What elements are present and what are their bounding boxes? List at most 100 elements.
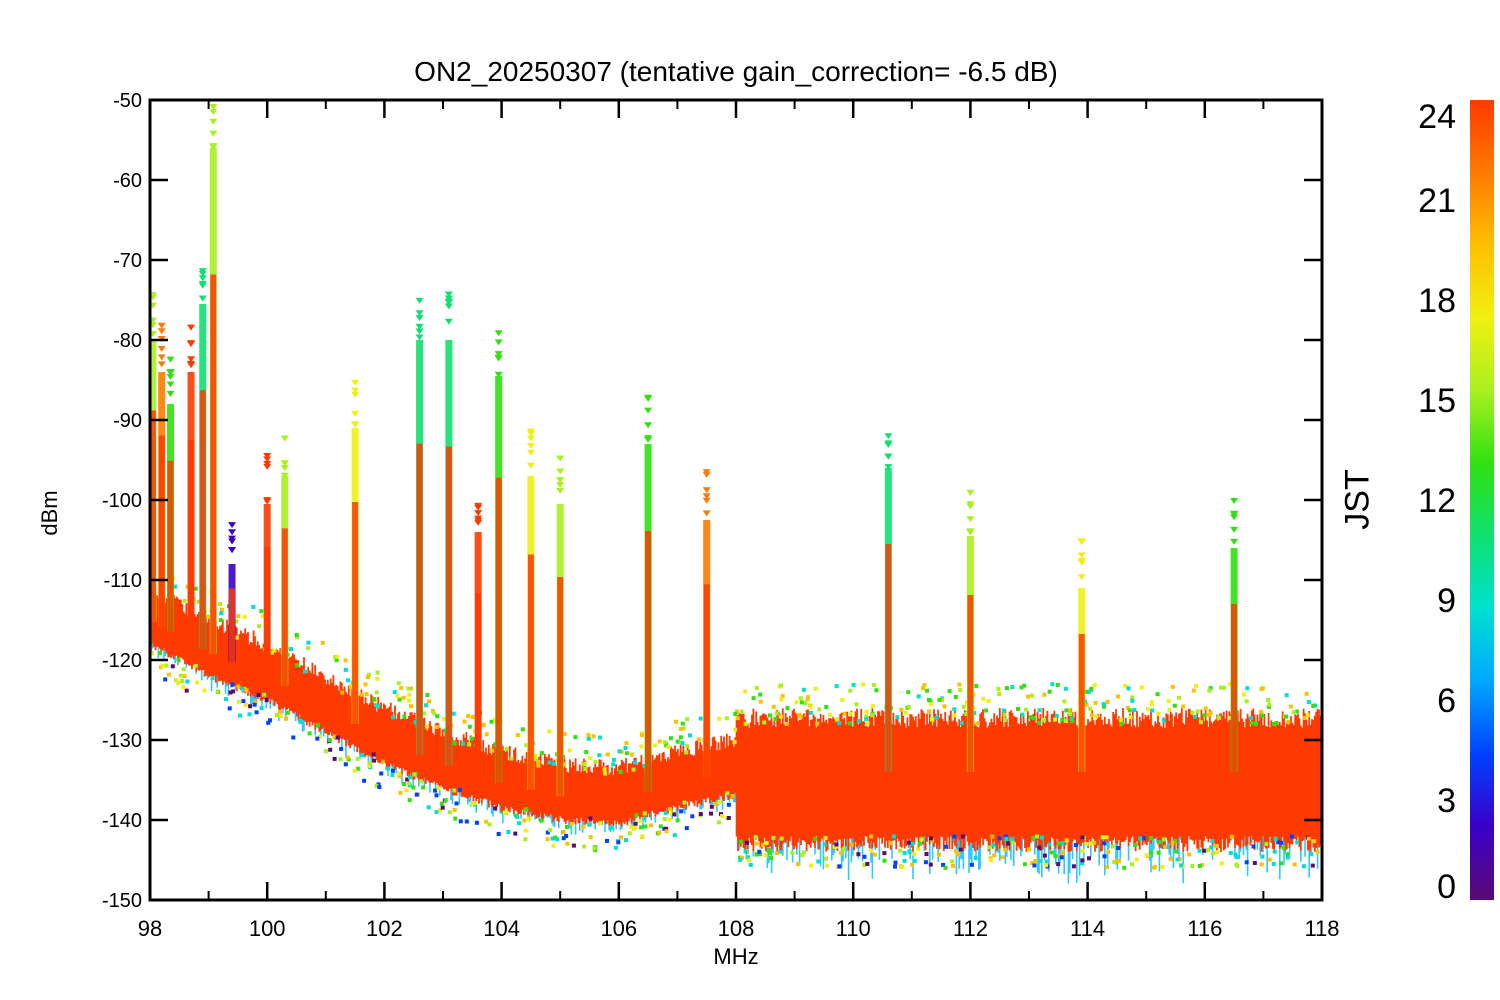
scatter-point: [264, 698, 269, 702]
scatter-point: [597, 753, 602, 758]
x-tick-label: 104: [483, 916, 520, 941]
scatter-point: [865, 861, 870, 866]
scatter-point: [545, 830, 550, 835]
scatter-point: [1305, 713, 1310, 718]
scatter-point: [824, 856, 828, 861]
scatter-point: [1149, 850, 1154, 855]
scatter-point: [462, 719, 467, 724]
scatter-point: [958, 847, 963, 852]
scatter-point: [391, 715, 396, 720]
scatter-point: [633, 821, 638, 826]
scatter-point: [364, 692, 369, 697]
scatter-point: [827, 712, 832, 717]
scatter-point: [687, 733, 692, 738]
scatter-point: [373, 703, 378, 708]
scatter-point: [1050, 682, 1055, 687]
scatter-point: [489, 719, 494, 724]
signal-marker: [494, 371, 503, 378]
scatter-point: [573, 735, 578, 740]
scatter-point: [1126, 706, 1130, 710]
scatter-point: [1001, 708, 1006, 713]
scatter-point: [1003, 718, 1007, 722]
scatter-point: [1233, 852, 1238, 857]
scatter-point: [407, 698, 412, 703]
scatter-point: [399, 685, 404, 690]
scatter-point: [898, 848, 903, 853]
scatter-point: [1088, 706, 1093, 711]
scatter-point: [822, 842, 827, 847]
scatter-point: [372, 758, 376, 763]
scatter-point: [629, 752, 634, 757]
scatter-point: [294, 633, 299, 637]
scatter-point: [605, 752, 610, 757]
scatter-point: [278, 714, 283, 718]
scatter-point: [767, 848, 772, 853]
scatter-point: [957, 682, 962, 687]
scatter-point: [1172, 703, 1177, 708]
scatter-point: [454, 801, 459, 806]
scatter-point: [1080, 858, 1085, 863]
scatter-point: [1150, 708, 1155, 713]
scatter-point: [1105, 865, 1109, 870]
scatter-point: [182, 598, 187, 603]
scatter-point: [202, 688, 207, 693]
scatter-point: [377, 785, 382, 789]
scatter-point: [174, 678, 179, 683]
signal-marker: [884, 453, 893, 460]
signal-marker: [351, 410, 360, 417]
scatter-point: [262, 692, 267, 697]
scatter-point: [218, 601, 223, 606]
scatter-point: [709, 811, 713, 816]
scatter-point: [923, 860, 928, 865]
scatter-point: [743, 849, 748, 854]
scatter-point: [919, 837, 924, 842]
signal-marker: [444, 291, 453, 298]
scatter-point: [166, 672, 171, 677]
scatter-point: [241, 699, 246, 704]
scatter-point: [582, 844, 587, 849]
scatter-point: [1130, 695, 1135, 700]
signal-core: [281, 528, 288, 686]
scatter-point: [1286, 719, 1291, 724]
scatter-point: [359, 692, 364, 697]
scatter-point: [335, 735, 340, 740]
scatter-point: [1208, 711, 1213, 716]
scatter-point: [1130, 698, 1135, 703]
scatter-point: [1198, 720, 1203, 725]
scatter-point: [952, 713, 957, 718]
scatter-point: [748, 862, 753, 867]
scatter-point: [433, 788, 438, 793]
scatter-point: [493, 806, 498, 811]
scatter-point: [974, 684, 979, 689]
scatter-point: [502, 810, 507, 815]
scatter-point: [419, 779, 424, 784]
scatter-point: [1306, 700, 1311, 705]
scatter-point: [436, 786, 441, 791]
scatter-point: [335, 654, 340, 659]
scatter-point: [562, 732, 567, 736]
scatter-point: [902, 851, 907, 855]
scatter-point: [767, 851, 772, 856]
signal-core: [885, 544, 892, 772]
scatter-point: [427, 699, 432, 704]
scatter-point: [784, 722, 789, 726]
scatter-point: [1292, 862, 1297, 867]
signal-marker: [702, 497, 711, 504]
scatter-point: [1116, 846, 1121, 850]
scatter-point: [1086, 689, 1091, 694]
scatter-point: [1127, 708, 1132, 713]
scatter-point: [328, 747, 333, 752]
scatter-point: [664, 742, 669, 747]
scatter-point: [624, 751, 629, 756]
scatter-point: [1155, 692, 1160, 697]
scatter-point: [1028, 715, 1033, 720]
signal-marker: [494, 351, 503, 358]
scatter-point: [667, 817, 672, 822]
scatter-point: [182, 674, 187, 679]
scatter-point: [927, 697, 931, 702]
scatter-point: [307, 731, 312, 736]
scatter-point: [1068, 711, 1073, 716]
scatter-point: [1022, 683, 1027, 688]
scatter-point: [763, 853, 768, 858]
scatter-point: [657, 739, 662, 744]
